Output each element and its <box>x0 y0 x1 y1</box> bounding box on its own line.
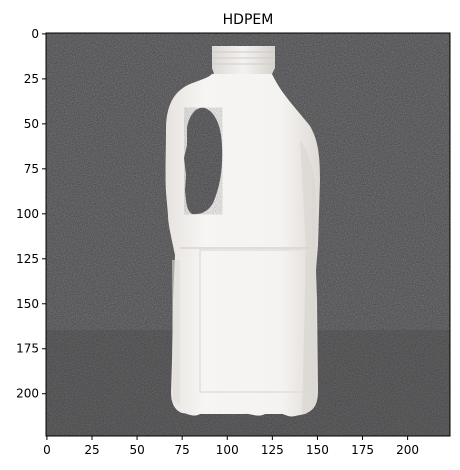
x-tick-label: 125 <box>261 443 284 457</box>
x-tick-label: 25 <box>84 443 99 457</box>
axes-frame <box>45 32 451 437</box>
y-tick-label: 125 <box>16 252 39 266</box>
x-tick-label: 150 <box>306 443 329 457</box>
x-tick-label: 100 <box>216 443 239 457</box>
x-tick-label: 75 <box>175 443 190 457</box>
x-tick-label: 200 <box>396 443 419 457</box>
x-tick-label: 0 <box>43 443 51 457</box>
x-tick-label: 175 <box>351 443 374 457</box>
y-tick-label: 175 <box>16 342 39 356</box>
x-tick-label: 50 <box>129 443 144 457</box>
y-tick-label: 75 <box>24 162 39 176</box>
figure-title: HDPEM <box>223 12 274 28</box>
y-tick-label: 25 <box>24 72 39 86</box>
photo <box>46 33 450 436</box>
y-tick-label: 150 <box>16 297 39 311</box>
y-tick-label: 50 <box>24 117 39 131</box>
y-tick-label: 0 <box>31 27 39 41</box>
y-axis: 0 25 50 75 100 125 150 175 200 <box>16 27 46 401</box>
x-axis: 0 25 50 75 100 125 150 175 200 <box>43 436 419 457</box>
y-tick-label: 200 <box>16 387 39 401</box>
bottle-icon <box>165 46 320 417</box>
y-tick-label: 100 <box>16 207 39 221</box>
